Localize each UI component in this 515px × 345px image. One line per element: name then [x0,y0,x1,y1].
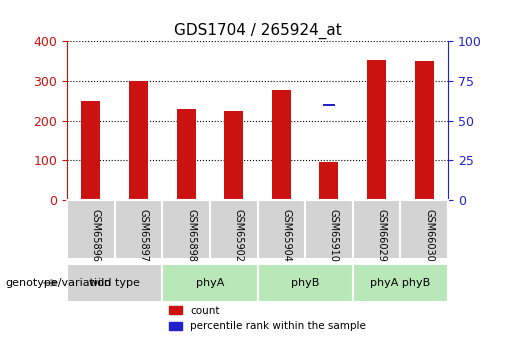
Text: GSM65898: GSM65898 [186,209,196,262]
FancyBboxPatch shape [258,264,353,302]
FancyBboxPatch shape [162,200,210,259]
Bar [85,9,96,11]
Legend: count, percentile rank within the sample: count, percentile rank within the sample [169,306,366,331]
Text: GDS1704 / 265924_at: GDS1704 / 265924_at [174,22,341,39]
FancyBboxPatch shape [114,200,162,259]
Text: genotype/variation: genotype/variation [5,278,111,288]
Bar [415,61,434,200]
Bar [224,111,243,200]
FancyBboxPatch shape [67,200,114,259]
Text: GSM66030: GSM66030 [424,209,434,262]
FancyBboxPatch shape [67,264,162,302]
Text: GSM66029: GSM66029 [376,209,387,262]
Text: GSM65910: GSM65910 [329,209,339,262]
Text: GSM65904: GSM65904 [281,209,291,262]
Text: phyA: phyA [196,278,224,288]
Bar [323,104,335,106]
FancyBboxPatch shape [353,200,401,259]
Text: GSM65896: GSM65896 [91,209,101,262]
Text: wild type: wild type [89,278,140,288]
Bar [177,109,196,200]
FancyBboxPatch shape [210,200,258,259]
FancyBboxPatch shape [305,200,353,259]
Text: phyA phyB: phyA phyB [370,278,431,288]
FancyBboxPatch shape [258,200,305,259]
Bar [228,39,239,41]
FancyBboxPatch shape [353,264,448,302]
Bar [367,60,386,200]
Bar [319,161,338,200]
Bar [272,90,291,200]
Bar [81,101,100,200]
Text: GSM65897: GSM65897 [139,209,148,262]
Text: phyB: phyB [291,278,319,288]
Bar [129,81,148,200]
FancyBboxPatch shape [401,200,448,259]
FancyBboxPatch shape [162,264,258,302]
Text: GSM65902: GSM65902 [234,209,244,262]
